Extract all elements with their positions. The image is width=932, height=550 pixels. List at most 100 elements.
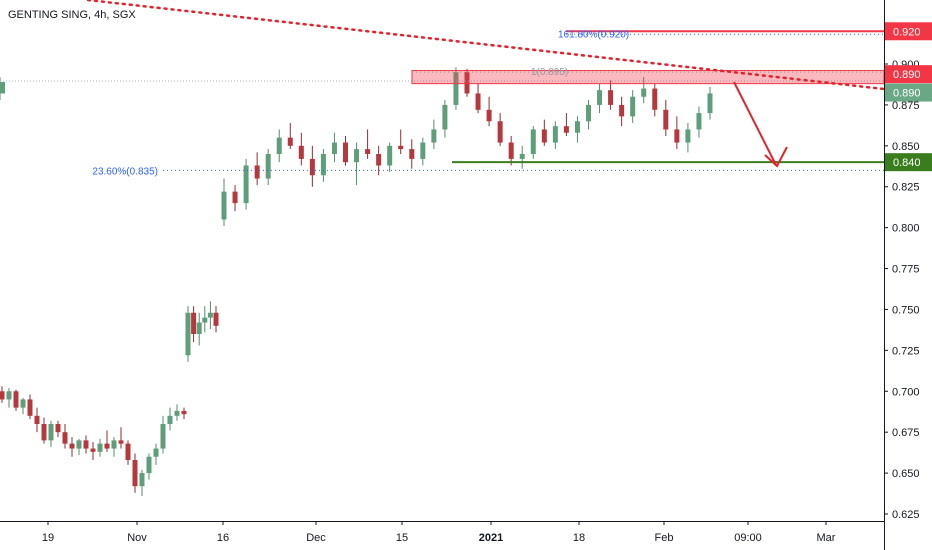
candle-body xyxy=(254,165,260,179)
candle xyxy=(519,145,525,169)
candle-body xyxy=(13,391,19,408)
candle-body xyxy=(696,113,702,130)
candle-body xyxy=(48,424,54,441)
candle xyxy=(431,119,437,150)
candle xyxy=(398,129,404,154)
candle-body xyxy=(608,90,614,105)
candle-body xyxy=(6,391,12,400)
candle xyxy=(125,440,131,465)
candle-body xyxy=(160,424,166,449)
candle-body xyxy=(530,129,536,154)
candle xyxy=(174,404,180,421)
candle xyxy=(387,142,393,172)
candle-body xyxy=(541,129,547,143)
candle xyxy=(118,427,124,449)
x-tick-label: 15 xyxy=(396,532,408,544)
candle-body xyxy=(146,456,152,474)
candle xyxy=(574,116,580,143)
candle-body xyxy=(519,154,525,159)
candle-body xyxy=(34,415,40,424)
x-tick-label: 2021 xyxy=(479,532,503,544)
price-tag-bg xyxy=(885,65,932,84)
candle xyxy=(90,442,96,460)
candle xyxy=(139,469,145,496)
candle xyxy=(146,453,152,480)
candle xyxy=(630,90,636,123)
candle xyxy=(464,68,470,97)
candle-body xyxy=(132,460,138,487)
candle xyxy=(298,132,304,166)
candle-body xyxy=(563,126,569,133)
candle-body xyxy=(213,312,219,326)
candle xyxy=(41,417,47,444)
candle xyxy=(111,437,117,457)
fib-label: 161.80%(0.920) xyxy=(558,29,629,40)
x-tick-label: 18 xyxy=(573,532,585,544)
candle-body xyxy=(232,191,238,204)
candle-body xyxy=(574,121,580,133)
candle xyxy=(62,424,68,449)
candle xyxy=(55,420,61,438)
candle-body xyxy=(27,399,33,416)
candle xyxy=(608,80,614,110)
y-tick-label: 0.750 xyxy=(892,304,920,316)
candle xyxy=(287,122,293,150)
candle-body xyxy=(652,88,658,110)
fib-label: 23.60%(0.835) xyxy=(92,166,158,177)
y-tick-label: 0.675 xyxy=(892,427,920,439)
candle xyxy=(0,386,5,403)
candle xyxy=(276,129,282,163)
candle-body xyxy=(320,154,326,176)
candle-body xyxy=(0,82,5,94)
candle xyxy=(13,389,19,411)
candle xyxy=(707,86,713,120)
candle-body xyxy=(55,424,61,433)
candle-body xyxy=(90,448,96,452)
candle xyxy=(202,306,208,333)
candle-body xyxy=(398,145,404,150)
candles-layer xyxy=(0,67,713,496)
y-tick-label: 0.825 xyxy=(892,182,920,194)
candle xyxy=(207,301,213,330)
x-tick-label: Feb xyxy=(655,532,674,544)
y-tick-label: 0.700 xyxy=(892,386,920,398)
candle xyxy=(442,100,448,138)
candle xyxy=(552,121,558,150)
candle xyxy=(196,312,202,346)
candle-body xyxy=(221,191,227,220)
candle-body xyxy=(619,104,625,117)
price-tag: 0.890 xyxy=(885,83,932,102)
candle xyxy=(221,178,227,226)
candle-body xyxy=(76,440,82,449)
trendline xyxy=(86,0,886,91)
candle xyxy=(586,100,591,130)
price-tag-label: 0.890 xyxy=(893,69,921,81)
price-tag: 0.890 xyxy=(885,65,932,84)
x-tick-label: 19 xyxy=(42,532,54,544)
candle-body xyxy=(685,129,691,143)
candle-body xyxy=(453,72,459,105)
candle-body xyxy=(207,312,213,318)
candle xyxy=(34,407,40,433)
candle-body xyxy=(125,443,131,460)
y-tick-label: 0.850 xyxy=(892,141,920,153)
price-tag-bg xyxy=(885,83,932,102)
candle-body xyxy=(97,443,103,452)
price-tag-label: 0.890 xyxy=(893,88,921,100)
x-tick-label: Dec xyxy=(306,532,326,544)
candle xyxy=(6,388,12,408)
y-tick-label: 0.725 xyxy=(892,345,920,357)
candle xyxy=(453,67,459,110)
candle xyxy=(508,136,514,166)
candle-body xyxy=(104,443,110,449)
candle xyxy=(232,185,238,212)
overlay-layer: 161.80%(0.920) 1(0.895) 23.60%(0.835) xyxy=(0,0,886,177)
candle-body xyxy=(420,142,426,159)
candle xyxy=(331,132,337,163)
fib-label: 1(0.895) xyxy=(531,67,568,78)
projection-arrow-shaft xyxy=(733,81,777,166)
candle-body xyxy=(442,104,448,130)
projection-arrow-head xyxy=(764,146,788,168)
